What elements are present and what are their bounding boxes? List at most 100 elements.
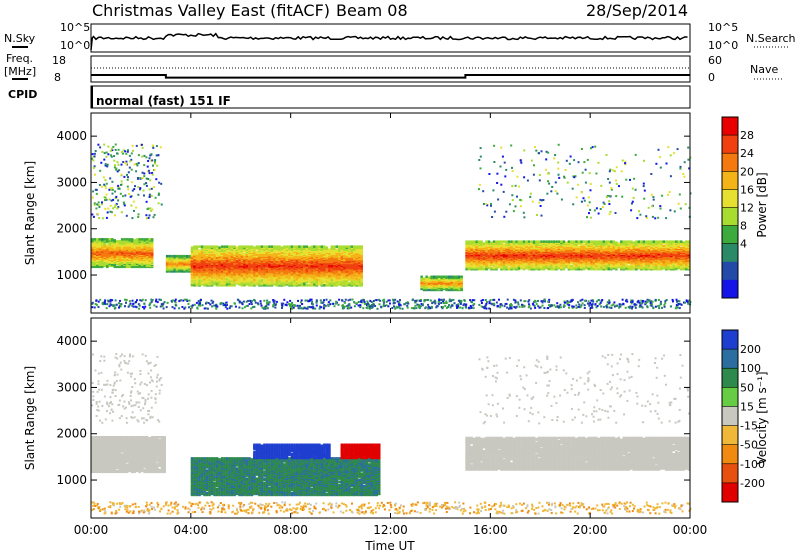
power-cell bbox=[523, 240, 526, 243]
power-cell bbox=[525, 240, 528, 243]
power-cell bbox=[238, 245, 241, 248]
power-cell bbox=[455, 276, 458, 279]
power-cell bbox=[183, 255, 186, 258]
power-cell bbox=[311, 245, 314, 248]
power-cell bbox=[201, 245, 204, 248]
power-cell bbox=[533, 240, 536, 243]
nave-tick-low: 0 bbox=[708, 71, 715, 84]
power-cell bbox=[166, 255, 169, 258]
power-cell bbox=[583, 240, 586, 243]
power-cell bbox=[433, 276, 436, 279]
power-cell bbox=[485, 240, 488, 243]
power-cell bbox=[116, 240, 119, 243]
power-cell bbox=[141, 238, 144, 241]
power-cell bbox=[361, 245, 364, 248]
power-cell bbox=[283, 245, 286, 248]
power-cell bbox=[261, 279, 264, 282]
power-cell bbox=[493, 240, 496, 243]
power-cell bbox=[555, 240, 558, 243]
power-cell bbox=[233, 245, 236, 248]
power-cell bbox=[346, 245, 349, 248]
power-cell bbox=[306, 284, 309, 287]
power-cell bbox=[588, 240, 591, 243]
power-cell bbox=[248, 245, 251, 248]
power-cell bbox=[213, 245, 216, 248]
power-cell bbox=[520, 240, 523, 243]
power-cell bbox=[348, 282, 351, 285]
power-cell bbox=[146, 238, 149, 241]
power-cell bbox=[550, 240, 553, 243]
power-cell bbox=[440, 276, 443, 279]
power-cell bbox=[206, 245, 209, 248]
power-cell bbox=[191, 246, 194, 249]
power-cell bbox=[326, 246, 329, 249]
power-cell bbox=[94, 238, 97, 241]
noise-tick-left-low: 10^0 bbox=[60, 39, 90, 52]
power-cell bbox=[483, 242, 486, 245]
power-cell bbox=[460, 276, 463, 279]
power-cell bbox=[323, 284, 326, 287]
power-cell bbox=[553, 240, 556, 243]
power-cell bbox=[123, 238, 126, 241]
freq-line bbox=[91, 75, 690, 78]
power-cell bbox=[473, 240, 476, 243]
power-cell bbox=[296, 245, 299, 248]
power-cell bbox=[470, 240, 473, 243]
power-cell bbox=[306, 245, 309, 248]
power-cell bbox=[293, 245, 296, 248]
power-cell bbox=[538, 240, 541, 243]
power-cell bbox=[475, 240, 478, 243]
power-cell bbox=[143, 238, 146, 241]
power-cell bbox=[243, 253, 246, 256]
beam-title: Beam 08 bbox=[336, 1, 408, 20]
power-cell bbox=[573, 240, 576, 243]
power-cell bbox=[333, 245, 336, 248]
power-cell bbox=[126, 238, 128, 241]
power-cell bbox=[558, 240, 561, 243]
power-cell bbox=[211, 245, 214, 248]
power-cell bbox=[510, 240, 513, 243]
power-cell bbox=[568, 240, 571, 243]
power-cell bbox=[478, 240, 481, 243]
power-cell bbox=[488, 240, 491, 243]
power-cell bbox=[338, 245, 341, 248]
power-cell bbox=[465, 240, 468, 243]
power-panel-bg bbox=[91, 113, 690, 313]
power-cell bbox=[308, 284, 311, 287]
power-cell bbox=[186, 255, 189, 258]
power-cell bbox=[228, 245, 231, 248]
power-cell bbox=[518, 240, 521, 243]
power-cell bbox=[515, 240, 518, 243]
power-cell bbox=[578, 246, 581, 249]
nsky-line bbox=[91, 34, 688, 50]
power-cell bbox=[430, 276, 433, 279]
power-cell bbox=[585, 240, 588, 243]
power-cell bbox=[281, 246, 284, 249]
power-cell bbox=[575, 240, 578, 243]
power-cell bbox=[121, 238, 124, 241]
power-cell bbox=[590, 240, 593, 243]
power-cell bbox=[348, 245, 351, 248]
power-cell bbox=[198, 250, 201, 253]
power-cell bbox=[99, 238, 102, 241]
power-cell bbox=[448, 276, 451, 279]
power-cell bbox=[316, 245, 319, 248]
power-cell bbox=[503, 240, 506, 243]
power-cell bbox=[96, 238, 99, 241]
station-title: Christmas Valley East (fitACF) bbox=[92, 1, 330, 20]
power-cell bbox=[246, 245, 249, 248]
power-cell bbox=[425, 276, 428, 279]
power-cell bbox=[450, 276, 453, 279]
power-cell bbox=[570, 265, 573, 268]
power-cell bbox=[323, 245, 326, 248]
power-cell bbox=[218, 246, 221, 249]
power-cell bbox=[468, 240, 471, 243]
power-cell bbox=[181, 255, 184, 258]
nsearch-label: N.Search bbox=[746, 32, 796, 45]
power-cell bbox=[503, 244, 506, 247]
power-cell bbox=[420, 276, 423, 279]
power-cell bbox=[583, 244, 586, 247]
power-cell bbox=[336, 249, 339, 252]
power-cell bbox=[116, 266, 119, 269]
power-cell bbox=[106, 238, 109, 241]
